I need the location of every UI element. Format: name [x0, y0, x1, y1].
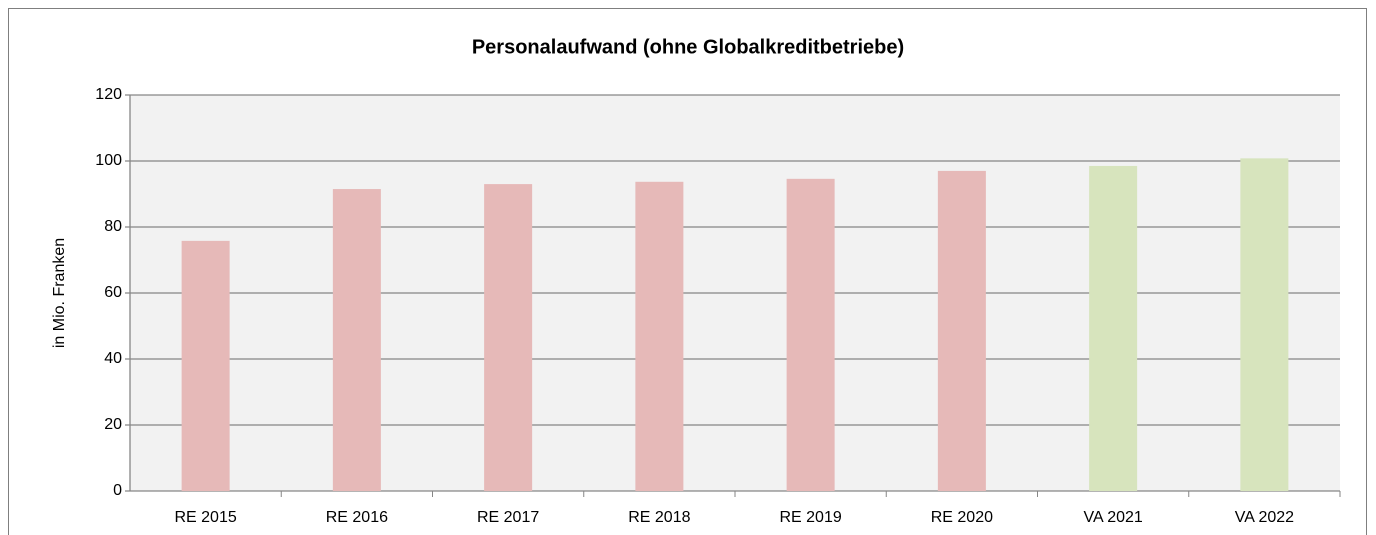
y-tick-label: 60: [104, 284, 122, 301]
bar: [786, 178, 835, 491]
x-tick-label: RE 2020: [931, 509, 993, 526]
bar: [635, 181, 684, 492]
bar: [1089, 165, 1138, 491]
x-tick-label: RE 2019: [779, 509, 841, 526]
chart-title: Personalaufwand (ohne Globalkreditbetrie…: [472, 36, 904, 58]
x-tick-label: VA 2021: [1083, 509, 1142, 526]
y-tick-label: 100: [95, 152, 122, 169]
x-tick-label: VA 2022: [1235, 509, 1294, 526]
x-tick-label: RE 2015: [174, 509, 236, 526]
y-tick-label: 0: [113, 482, 122, 499]
y-tick-label: 120: [95, 86, 122, 103]
y-tick-label: 80: [104, 218, 122, 235]
bar: [484, 184, 533, 491]
x-tick-label: RE 2018: [628, 509, 690, 526]
x-tick-label: RE 2016: [326, 509, 388, 526]
x-tick-label: RE 2017: [477, 509, 539, 526]
y-tick-label: 20: [104, 416, 122, 433]
bar: [937, 170, 986, 491]
bar: [1240, 158, 1289, 492]
y-tick-label: 40: [104, 350, 122, 367]
bar: [332, 189, 381, 492]
y-axis-label: in Mio. Franken: [51, 238, 68, 348]
bar: [181, 240, 230, 491]
